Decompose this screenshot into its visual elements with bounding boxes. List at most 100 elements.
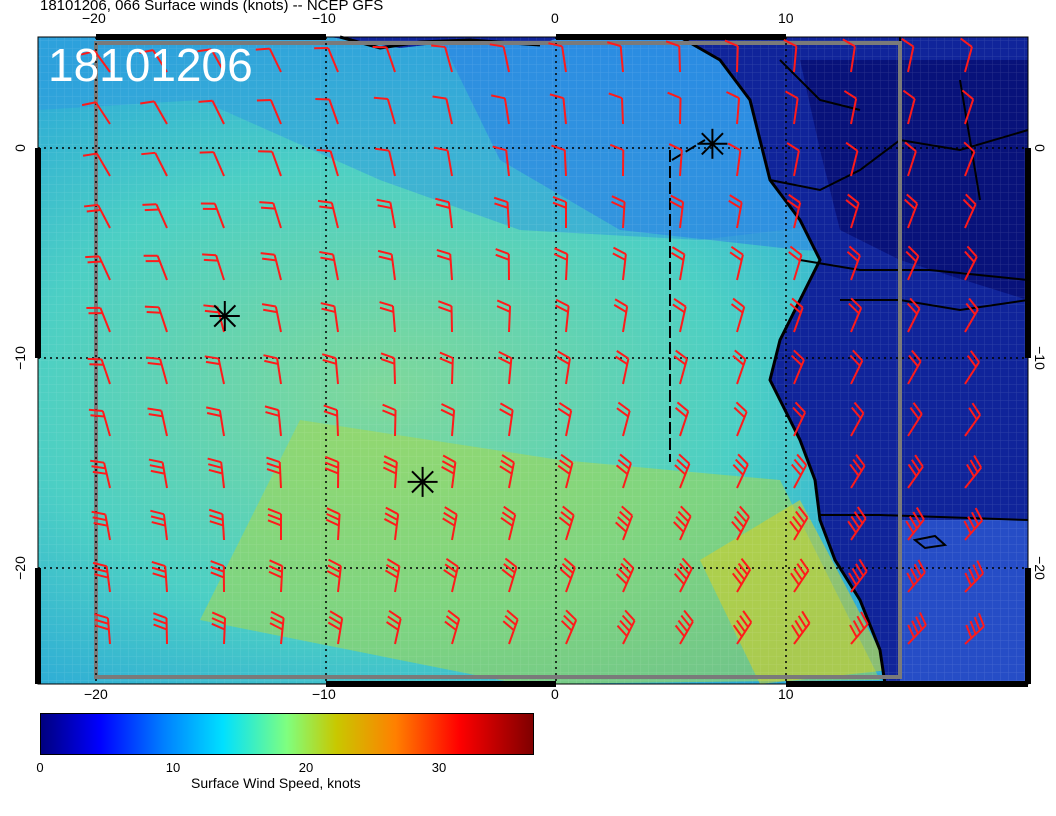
barb-flag: [549, 93, 564, 100]
barb-flag: [799, 558, 810, 571]
barb-flag: [261, 303, 277, 308]
barb-shaft: [907, 150, 917, 177]
barb-flag: [147, 362, 162, 366]
wind-barb: [907, 349, 922, 385]
barb-shaft: [164, 565, 168, 593]
barb-flag: [383, 518, 398, 527]
wind-barb: [497, 350, 513, 385]
wind-barb: [732, 610, 753, 645]
barb-flag: [150, 515, 165, 521]
barb-flag: [327, 564, 341, 573]
barb-flag: [621, 505, 633, 517]
colorbar-tick-20: 20: [298, 760, 314, 775]
wind-barb: [436, 248, 453, 281]
barb-flag: [329, 610, 343, 620]
wind-barb: [501, 557, 518, 593]
colorbar-label: Surface Wind Speed, knots: [191, 775, 361, 791]
barb-flag: [139, 49, 154, 54]
wind-barb: [674, 401, 690, 437]
barb-flag: [905, 250, 917, 263]
barb-flag: [436, 248, 451, 256]
barb-flag: [911, 459, 921, 472]
wind-barb: [493, 196, 510, 229]
barb-flag: [385, 506, 399, 516]
wind-barb: [907, 454, 924, 489]
wind-barb: [492, 145, 510, 177]
barb-flag: [966, 245, 978, 258]
barb-flag: [619, 619, 631, 632]
wind-barb: [204, 355, 225, 385]
barb-shaft: [565, 619, 578, 645]
wind-barb: [842, 38, 856, 73]
barb-shaft: [155, 203, 168, 229]
barb-shaft: [394, 618, 402, 645]
wind-barb: [197, 48, 225, 73]
barb-flag: [786, 142, 800, 152]
barb-flag: [678, 453, 691, 465]
wind-barb: [673, 505, 692, 541]
wind-barb: [962, 193, 977, 229]
barb-flag: [255, 47, 270, 51]
barb-flag: [500, 459, 514, 469]
barb-shaft: [622, 306, 629, 333]
barb-shaft: [276, 358, 282, 385]
wind-barb: [435, 197, 453, 229]
axis-bar-left-2: [35, 568, 41, 684]
barb-flag: [674, 624, 686, 637]
barb-flag: [613, 246, 627, 256]
wind-barb: [146, 356, 168, 385]
wind-barb: [789, 297, 804, 333]
barb-flag: [740, 557, 751, 571]
barb-shaft: [793, 569, 810, 593]
wind-barb: [902, 89, 916, 125]
barb-shaft: [105, 566, 111, 593]
barb-flag: [907, 624, 916, 639]
barb-shaft: [679, 620, 694, 645]
barb-flag: [322, 358, 337, 365]
barb-flag: [197, 48, 212, 53]
barb-shaft: [218, 410, 225, 437]
storm-marker-3: [697, 128, 728, 159]
barb-shaft: [274, 306, 282, 333]
wind-barb: [207, 457, 225, 489]
barb-flag: [963, 141, 976, 153]
barb-flag: [912, 511, 922, 525]
barb-flag: [261, 257, 277, 262]
axis-bar-top-1: [96, 34, 326, 40]
barb-shaft: [385, 47, 396, 73]
barb-flag: [676, 567, 688, 580]
wind-barb: [608, 92, 624, 125]
barb-flag: [734, 567, 746, 581]
barb-flag: [906, 302, 918, 315]
wind-barb: [905, 245, 920, 281]
barb-shaft: [563, 149, 567, 177]
wind-barb: [792, 401, 806, 437]
wind-barb: [673, 557, 693, 593]
barb-shaft: [622, 410, 631, 437]
barb-flag: [968, 568, 977, 582]
barb-flag: [845, 141, 859, 152]
barb-flag: [726, 91, 740, 99]
wind-barb: [901, 38, 915, 73]
barb-flag: [962, 198, 974, 211]
barb-flag: [969, 459, 979, 473]
barb-flag: [842, 38, 856, 48]
wind-barb: [727, 142, 742, 177]
barb-flag: [441, 460, 456, 469]
barb-shaft: [277, 410, 282, 437]
barb-shaft: [793, 202, 802, 229]
barb-flag: [435, 197, 450, 204]
barb-flag: [499, 402, 514, 412]
wind-barb: [140, 100, 168, 125]
barb-flag: [617, 401, 631, 412]
wind-barb: [316, 148, 339, 177]
barb-flag: [94, 573, 109, 579]
barb-flag: [504, 557, 518, 568]
barb-flag: [211, 611, 226, 619]
barb-flag: [911, 620, 919, 634]
barb-shaft: [508, 514, 517, 541]
barb-flag: [81, 101, 96, 107]
barb-flag: [205, 406, 221, 412]
barb-flag: [210, 560, 225, 567]
barb-flag: [443, 569, 456, 579]
